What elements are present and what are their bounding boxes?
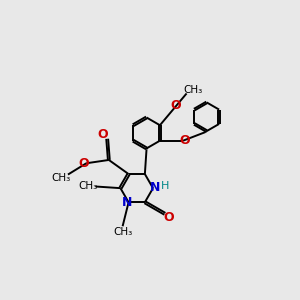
Text: CH₃: CH₃ — [113, 227, 132, 237]
Text: CH₃: CH₃ — [184, 85, 203, 95]
Text: O: O — [171, 99, 182, 112]
Text: O: O — [180, 134, 190, 147]
Text: H: H — [160, 181, 169, 190]
Text: CH₃: CH₃ — [79, 181, 98, 191]
Text: O: O — [78, 158, 89, 170]
Text: N: N — [150, 181, 160, 194]
Text: N: N — [122, 196, 132, 209]
Text: O: O — [163, 211, 173, 224]
Text: CH₃: CH₃ — [51, 173, 70, 183]
Text: O: O — [97, 128, 108, 141]
